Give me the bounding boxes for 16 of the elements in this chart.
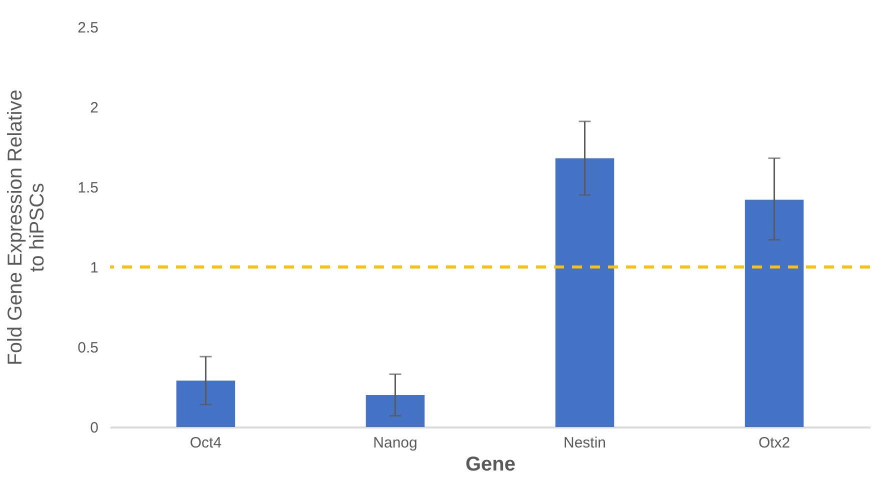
- bar: [176, 380, 236, 427]
- x-axis-title: Gene: [465, 454, 516, 476]
- y-tick-label: 0: [90, 420, 98, 436]
- x-tick-label: Nestin: [563, 434, 606, 452]
- y-tick-label: 2.5: [78, 20, 98, 36]
- y-tick-label: 1: [90, 260, 98, 276]
- y-tick-label: 1.5: [78, 180, 98, 196]
- y-axis-title: Fold Gene Expression Relative to hiPSCs: [4, 90, 49, 366]
- x-tick-label: Nanog: [373, 434, 418, 452]
- y-tick-label: 2: [90, 100, 98, 116]
- x-tick-label: Otx2: [758, 434, 790, 452]
- bar: [366, 395, 425, 427]
- bar: [555, 158, 614, 427]
- x-tick-label: Oct4: [190, 434, 222, 452]
- bar: [744, 200, 804, 427]
- y-tick-label: 0.5: [78, 340, 98, 356]
